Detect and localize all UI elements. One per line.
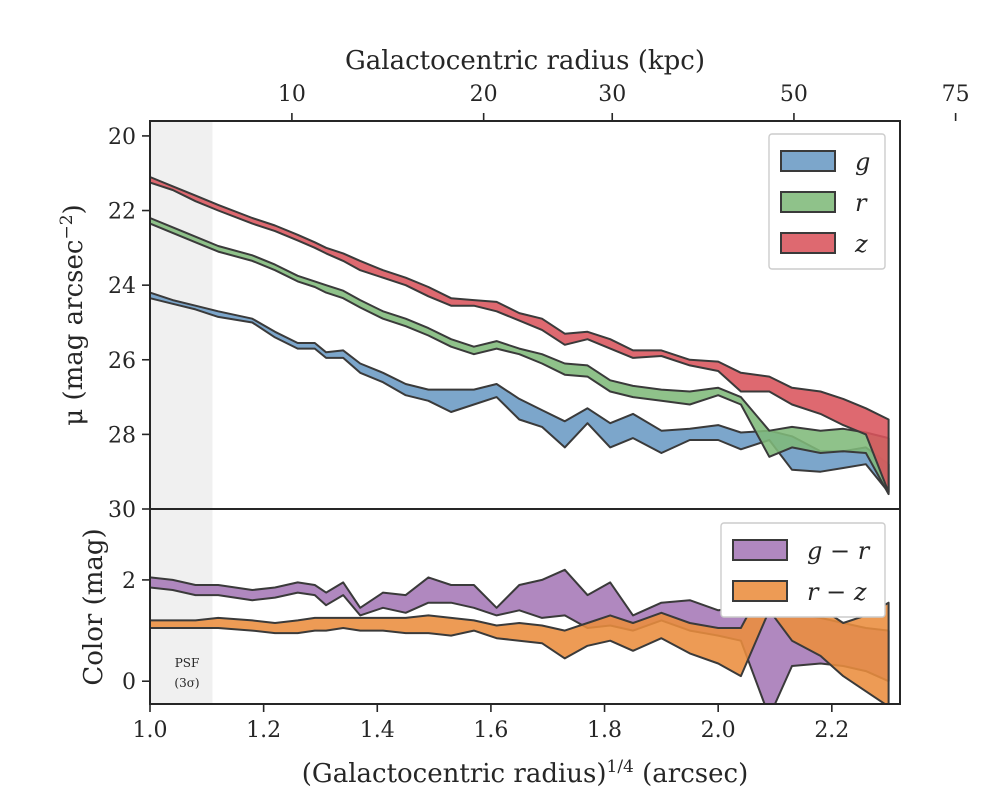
top-x-tick-label: 50 (780, 82, 808, 107)
x-tick-label: 2.2 (814, 718, 849, 743)
top-x-tick-label: 10 (278, 82, 306, 107)
y-tick-label: 2 (122, 569, 136, 594)
legend-swatch (780, 232, 836, 254)
top-x-tick-label: 30 (598, 82, 626, 107)
band-z (149, 176, 890, 494)
legend-label: r (855, 189, 868, 217)
top-axis-label: Galactocentric radius (kpc) (345, 46, 705, 76)
x-label-exponent: 1/4 (607, 757, 634, 777)
legend-label: g − r (807, 537, 871, 565)
color-bands (150, 568, 890, 704)
x-tick-label: 1.6 (473, 718, 508, 743)
x-label-unit: (arcsec) (634, 759, 748, 789)
x-tick-label: 2.0 (701, 718, 736, 743)
y-tick-label: 22 (108, 200, 136, 225)
bottom-panel-frame (149, 508, 901, 705)
axis-ticks: 1.0 1.2 1.4 1.6 1.8 2.0 2.2 20 22 24 26 28 30 0 2 10 20 3… (108, 82, 970, 743)
y-label-exponent: −2 (57, 214, 77, 239)
y-tick-label: 26 (108, 349, 136, 374)
y-tick-label: 20 (108, 125, 136, 150)
x-tick-label: 1.8 (587, 718, 622, 743)
x-tick-label: 1.2 (246, 718, 281, 743)
psf-shaded-region (150, 121, 213, 509)
legend-label: g (855, 148, 870, 176)
surface-brightness-bands (149, 176, 890, 496)
y-tick-label: 24 (108, 274, 136, 299)
y-tick-label: 28 (108, 423, 136, 448)
legend-swatch (732, 580, 788, 602)
y-axis-label-color: Color (mag) (79, 528, 109, 685)
y-label-close: ) (59, 204, 89, 214)
legend-color: g − r r − z (720, 522, 886, 618)
band-r (149, 217, 890, 496)
legend-label: r − z (807, 578, 867, 606)
x-tick-label: 1.4 (360, 718, 395, 743)
top-x-tick-label: 75 (942, 82, 970, 107)
y-axis-label-surface-brightness: μ (mag arcsec−2) (57, 204, 89, 425)
legend-surface-brightness: grz (768, 133, 886, 270)
legend-swatch (780, 150, 836, 172)
x-tick-label: 1.0 (133, 718, 168, 743)
x-axis-label: (Galactocentric radius)1/4 (arcsec) (302, 757, 748, 789)
psf-shaded-region (150, 509, 213, 704)
psf-sigma-label: (3σ) (174, 676, 199, 690)
band-r−z (150, 573, 890, 704)
y-tick-label: 30 (108, 498, 136, 523)
legend-label: z (854, 230, 868, 258)
psf-label: PSF (175, 656, 200, 670)
y-tick-label: 0 (122, 670, 136, 695)
legend-swatch (732, 539, 788, 561)
legend-swatch (780, 191, 836, 213)
top-x-tick-label: 20 (470, 82, 498, 107)
